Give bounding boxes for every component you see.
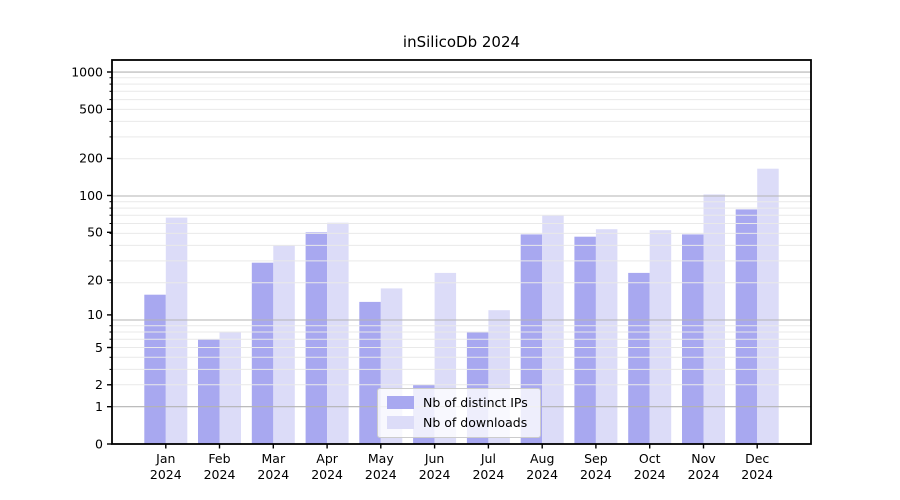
x-tick-label-year: 2024	[741, 467, 773, 482]
x-tick-label-year: 2024	[688, 467, 720, 482]
bar-downloads-apr	[327, 222, 349, 444]
legend-item-distinct-ips: Nb of distinct IPs	[387, 395, 528, 410]
y-tick-label: 2	[95, 377, 103, 392]
bar-downloads-jan	[165, 217, 188, 444]
y-tick-label: 20	[87, 272, 103, 287]
x-tick-label-month: Jun	[424, 451, 445, 466]
legend: Nb of distinct IPs Nb of downloads	[377, 388, 541, 438]
axes-frame	[111, 59, 812, 445]
x-tick-label-month: Oct	[639, 451, 661, 466]
x-tick-label-year: 2024	[419, 467, 451, 482]
x-tick-label-month: Feb	[208, 451, 230, 466]
x-tick-label-month: May	[368, 451, 394, 466]
legend-label-downloads: Nb of downloads	[423, 415, 528, 430]
legend-label-distinct-ips: Nb of distinct IPs	[423, 395, 528, 410]
y-tick-label: 10	[87, 307, 103, 322]
bar-downloads-sep	[595, 229, 618, 444]
x-tick-label-year: 2024	[634, 467, 666, 482]
x-tick-label-month: Mar	[262, 451, 286, 466]
x-tick-label-month: Sep	[584, 451, 608, 466]
x-tick-label-year: 2024	[204, 467, 236, 482]
y-tick-label: 500	[79, 102, 103, 117]
bar-downloads-aug	[542, 215, 564, 444]
y-tick-label: 50	[87, 225, 103, 240]
x-tick-label-month: Aug	[530, 451, 554, 466]
x-tick-label-year: 2024	[526, 467, 558, 482]
bar-downloads-feb	[219, 332, 241, 444]
legend-swatch-downloads	[387, 416, 414, 429]
x-tick-label-month: Dec	[745, 451, 769, 466]
bar-downloads-mar	[273, 245, 295, 444]
bar-distinct-ips-feb	[198, 339, 220, 444]
x-tick-label-month: Nov	[691, 451, 716, 466]
x-tick-label-year: 2024	[472, 467, 504, 482]
bar-downloads-dec	[757, 168, 779, 444]
bar-distinct-ips-oct	[628, 272, 650, 444]
y-tick-label: 5	[95, 340, 103, 355]
y-tick-label: 1	[95, 399, 103, 414]
x-tick-label-month: Apr	[316, 451, 338, 466]
bar-distinct-ips-mar	[251, 262, 274, 444]
legend-swatch-distinct-ips	[387, 396, 414, 409]
y-tick-label: 1000	[71, 64, 103, 79]
x-tick-label-year: 2024	[311, 467, 343, 482]
x-tick-label-year: 2024	[150, 467, 182, 482]
x-tick-label-year: 2024	[365, 467, 397, 482]
x-tick-label-year: 2024	[580, 467, 612, 482]
y-tick-label: 200	[79, 151, 103, 166]
chart-title: inSilicoDb 2024	[402, 33, 521, 51]
bar-distinct-ips-sep	[574, 236, 596, 444]
x-tick-label-month: Jan	[155, 451, 175, 466]
bar-distinct-ips-dec	[735, 209, 758, 444]
x-tick-label-month: Jul	[480, 451, 496, 466]
bar-distinct-ips-may	[359, 301, 381, 444]
bar-downloads-nov	[703, 194, 725, 444]
y-tick-label: 100	[79, 188, 103, 203]
bar-distinct-ips-apr	[305, 232, 328, 444]
legend-item-downloads: Nb of downloads	[387, 415, 528, 430]
y-tick-label: 0	[95, 436, 103, 451]
x-tick-label-year: 2024	[257, 467, 289, 482]
bar-downloads-oct	[649, 230, 672, 444]
